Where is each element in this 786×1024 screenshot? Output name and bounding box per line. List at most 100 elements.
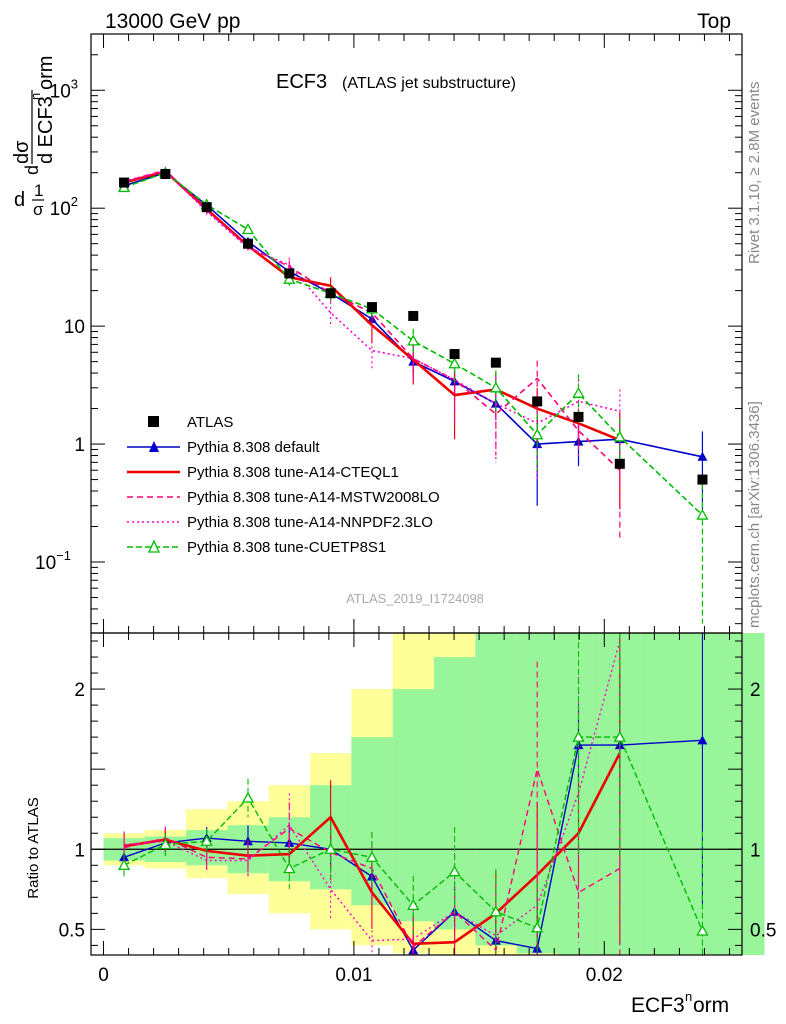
svg-text:σ: σ [33,200,44,219]
ratio-tick-left-1: 1 [74,840,85,861]
data-point-2 [201,202,212,213]
data-point-13 [697,474,708,485]
legend-label-4: Pythia 8.308 tune-CUETP8S1 [187,539,386,556]
legend-entry-2: Pythia 8.308 tune-A14-MSTW2008LO [127,489,440,506]
ratio-point-4-13 [696,924,709,936]
series-point-4-8 [448,357,461,369]
ratio-point-4-9 [489,905,502,917]
ratio-series-4 [117,633,709,955]
legend-entry-4: Pythia 8.308 tune-CUETP8S1 [127,539,386,556]
band-inner-7 [392,689,435,922]
series-1 [123,168,621,510]
ratio-point-4-1 [159,838,172,850]
y-tick-label-3: 102 [50,194,78,220]
svg-text:orm: orm [693,994,729,1017]
ratio-point-4-6 [365,850,379,862]
series-point-4-4 [283,272,296,284]
data-point-4 [284,268,295,279]
legend-entry-1: Pythia 8.308 tune-A14-CTEQL1 [127,464,399,481]
ratio-point-4-0 [117,858,131,870]
ratio-line-0 [123,739,703,952]
ratio-line-4 [123,736,704,932]
y-tick-label-2: 10 [64,317,85,338]
svg-text:1: 1 [34,181,43,200]
svg-text:n: n [685,989,692,1004]
header-energy: 13000 GeV pp [105,10,240,33]
legend-marker-0 [149,441,159,452]
legend-marker-data [148,416,159,427]
data-point-8 [449,349,460,360]
ratio-frame [90,632,743,956]
analysis-watermark: ATLAS_2019_I1724098 [346,591,484,606]
x-tick-label-1: 0.01 [335,965,372,986]
svg-text:n: n [28,93,43,100]
data-point-10 [532,396,543,407]
data-point-5 [325,288,336,299]
data-point-3 [242,238,253,249]
series-point-4-11 [572,386,585,398]
svg-text:d ECF3: d ECF3 [35,96,57,164]
ratio-tick-left-0: 0.5 [59,920,85,941]
ratio-point-4-4 [283,862,296,874]
legend-label-0: Pythia 8.308 default [187,439,320,456]
data-point-6 [366,302,377,313]
data-point-1 [160,168,171,179]
ratio-point-0-13 [697,735,708,745]
chart-subtitle: (ATLAS jet substructure) [342,75,516,92]
ratio-point-4-11 [572,730,585,742]
legend-label-1: Pythia 8.308 tune-A14-CTEQL1 [187,464,399,481]
ratio-y-label: Ratio to ATLAS [25,797,42,898]
svg-text:dσ: dσ [11,140,33,164]
y-tick-label-0: 10−1 [35,548,71,574]
ratio-point-4-5 [324,842,337,854]
legend-entry-3: Pythia 8.308 tune-A14-NNPDF2.3LO [127,514,433,531]
svg-text:ECF3: ECF3 [631,994,685,1017]
ratio-tick-right-0: 0.5 [750,920,776,941]
series-point-4-12 [613,430,626,442]
header-process: Top [697,10,731,33]
series-point-4-10 [531,428,544,440]
series-point-0-13 [697,451,708,461]
legend-entry-0: Pythia 8.308 default [127,439,320,456]
svg-text:d: d [14,189,25,211]
ratio-point-4-10 [531,921,544,933]
y-axis-label: d 1 σ d dσ d ECF3 n orm [11,56,57,219]
data-point-7 [408,310,419,321]
series-point-4-13 [696,508,709,520]
ratio-tick-right-2: 2 [750,680,761,701]
data-point-0 [119,177,130,188]
series-point-4-7 [407,334,420,346]
x-tick-label-0: 0 [98,965,109,986]
ratio-line-3 [124,640,621,942]
legend-label-3: Pythia 8.308 tune-A14-NNPDF2.3LO [187,514,433,531]
series-point-4-3 [241,223,255,235]
y-tick-label-1: 1 [74,435,85,456]
ratio-tick-left-2: 2 [74,680,85,701]
legend: ATLAS Pythia 8.308 default Pythia 8.308 tu… [127,414,440,556]
chart-title: ECF3 [276,71,327,93]
ratio-point-4-7 [407,898,420,910]
rivet-label: Rivet 3.1.10, ≥ 2.8M events [746,82,763,265]
series-point-4-9 [489,381,502,393]
legend-label-2: Pythia 8.308 tune-A14-MSTW2008LO [187,489,440,506]
svg-text:orm: orm [35,56,57,90]
ratio-tick-right-1: 1 [750,840,761,861]
ratio-point-4-12 [613,730,626,742]
ratio-point-4-2 [200,834,213,846]
x-tick-label-2: 0.02 [586,965,623,986]
mcplots-label: mcplots.cern.ch [arXiv:1306.3436] [746,401,763,628]
x-axis-label: ECF3 n orm [631,989,729,1017]
series-2 [123,167,621,542]
data-point-9 [490,357,501,368]
legend-entry-data: ATLAS [148,414,233,431]
legend-label-data: ATLAS [187,414,233,431]
series-line-0 [123,171,703,458]
series-line-3 [123,170,620,425]
ratio-point-4-8 [448,865,461,877]
series-line-4 [123,171,703,516]
legend-marker-4 [147,539,161,553]
data-point-12 [614,458,625,469]
svg-text:d: d [22,165,42,175]
data-point-11 [573,411,584,422]
